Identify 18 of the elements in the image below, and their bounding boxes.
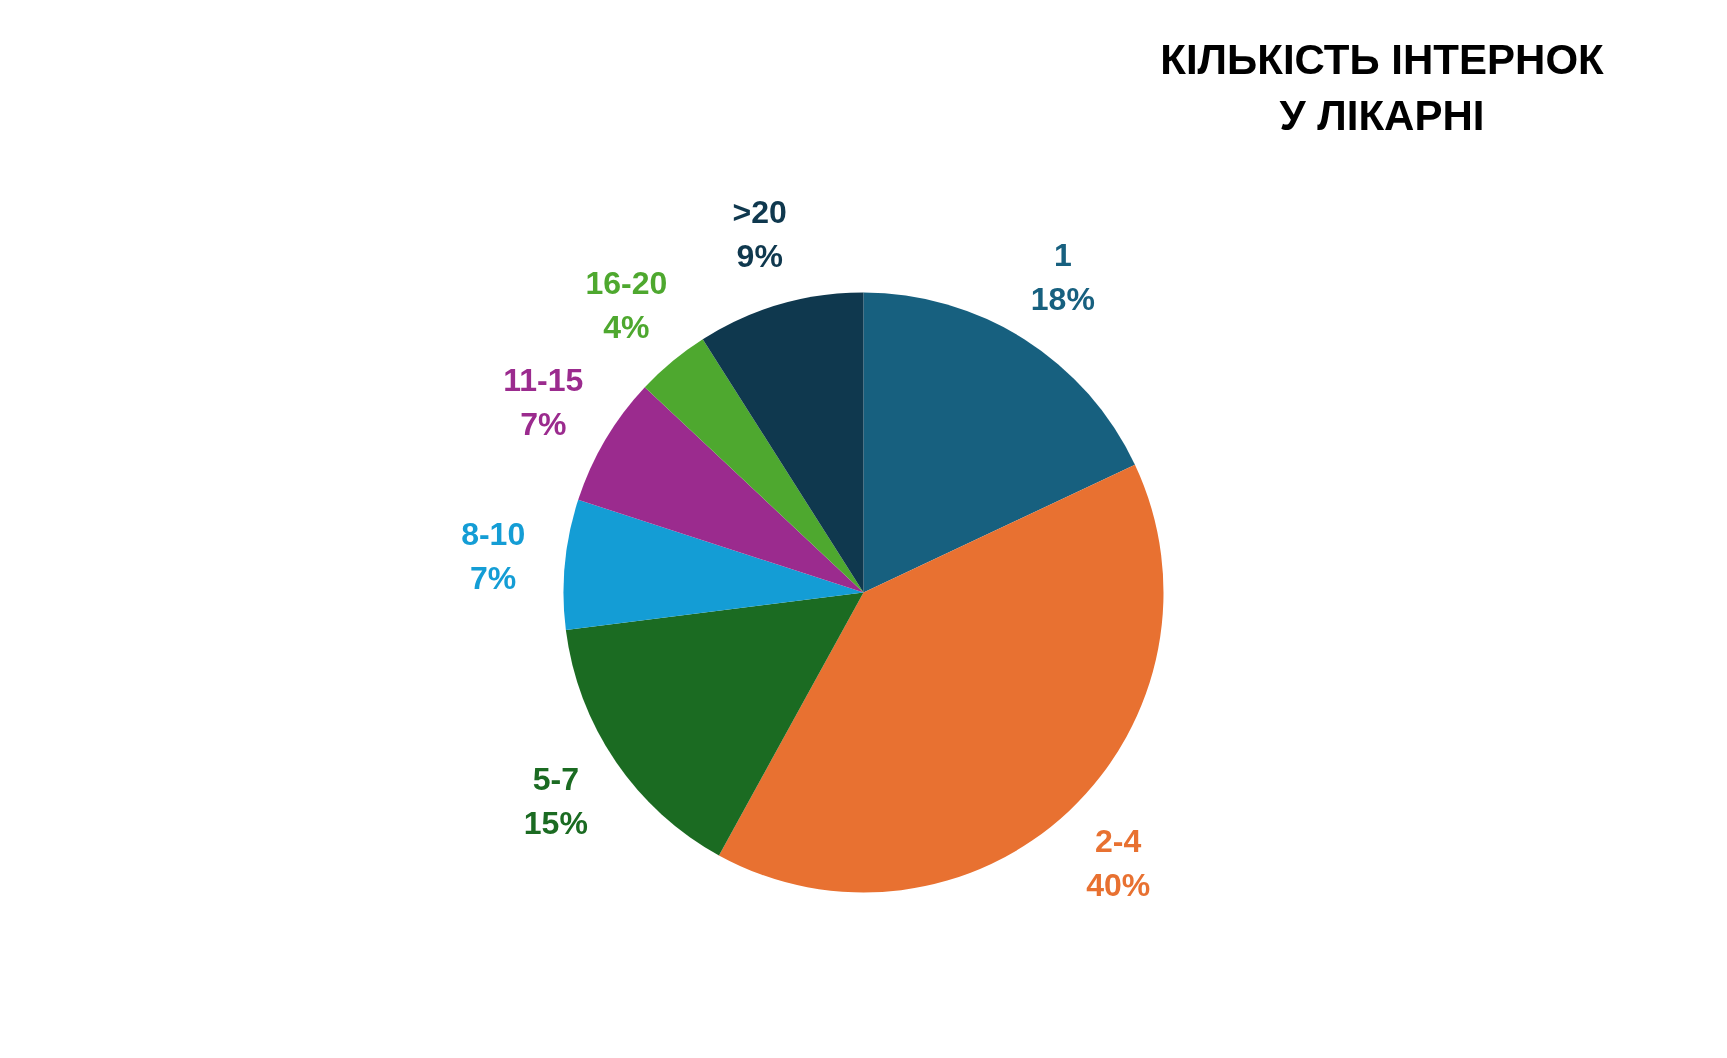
slice-label: 1 [1053, 237, 1072, 274]
slice-label: 2-4 [1095, 822, 1142, 859]
data-label: 4% [603, 308, 650, 345]
pie-slice [702, 292, 864, 593]
pie-slice [644, 339, 864, 593]
data-label: 7% [470, 560, 517, 597]
data-label: 9% [736, 238, 783, 275]
data-label: 18% [1030, 281, 1095, 318]
data-label: 15% [523, 804, 588, 841]
slice-label: 5-7 [532, 760, 579, 797]
text: КІЛЬКІСТЬ ІНТЕРНОК У ЛІКАРНІ [1160, 36, 1605, 139]
slice-label: >20 [732, 194, 787, 231]
data-label: 40% [1086, 866, 1151, 903]
slice-label: 8-10 [461, 516, 526, 553]
pie-slice [563, 499, 864, 631]
slice-label: 11-15 [503, 362, 584, 399]
data-label: 7% [520, 406, 567, 443]
slice-label: 16-20 [585, 264, 668, 301]
